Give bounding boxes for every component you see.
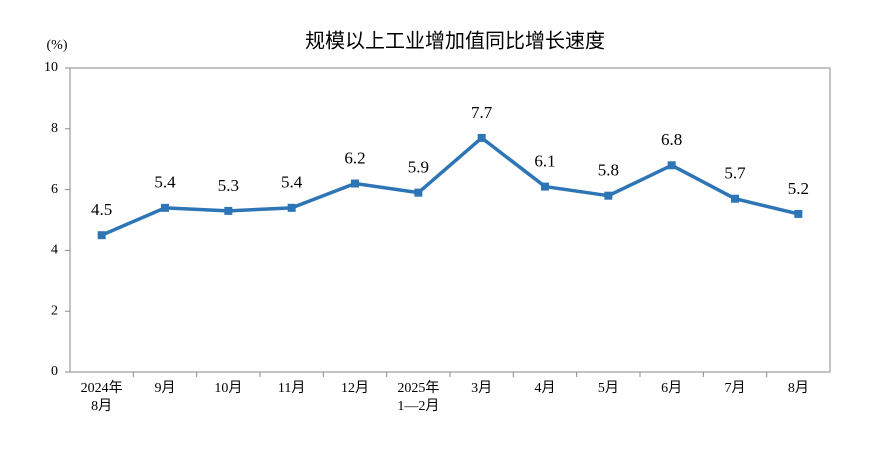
plot-frame [69,67,831,373]
y-tick-label: 2 [51,303,58,318]
value-label: 5.8 [598,161,619,180]
value-label: 6.2 [344,148,365,167]
point-marker [794,209,803,218]
x-tick-label: 3月 [471,380,492,396]
point-marker [477,133,486,142]
point-marker [604,191,613,200]
point-marker [97,231,106,240]
point-marker [351,179,359,188]
line-series [100,136,799,237]
x-tick-label: 10月 [214,380,242,396]
value-label: 5.7 [724,164,746,183]
point-marker [667,161,676,170]
point-marker [731,194,739,203]
x-tick-label: 5月 [598,380,619,396]
x-tick-label: 11月 [278,380,305,396]
y-tick-label: 4 [51,243,58,258]
y-tick-label: 6 [51,182,58,197]
x-tick-label: 6月 [661,380,682,396]
x-tick-label: 7月 [725,380,746,396]
y-tick-label: 8 [51,121,58,136]
point-marker [161,203,169,212]
y-tick-label: 10 [44,60,58,75]
chart-title: 规模以上工业增加值同比增长速度 [305,29,605,53]
value-label: 6.1 [534,151,555,170]
value-label: 5.3 [218,176,239,195]
y-axis-label: (%) [47,38,68,53]
point-marker [414,188,423,197]
y-tick-label: 0 [51,364,58,379]
value-label: 7.7 [471,103,493,122]
x-tick-label: 12月 [341,380,369,396]
x-tick-label: 2024年 8月 [81,380,123,414]
point-marker [224,206,233,215]
value-label: 6.8 [661,130,682,149]
value-label: 5.2 [788,179,809,198]
point-marker [541,182,549,191]
point-marker [287,203,296,212]
value-label: 5.4 [154,173,176,192]
value-label: 5.4 [281,173,303,192]
x-tick-label: 2025年 1—2月 [397,380,439,414]
x-tick-label: 9月 [155,380,176,396]
x-tick-label: 4月 [535,380,556,396]
x-tick-label: 8月 [788,380,809,396]
value-label: 5.9 [408,158,429,177]
value-label: 4.5 [91,200,112,219]
